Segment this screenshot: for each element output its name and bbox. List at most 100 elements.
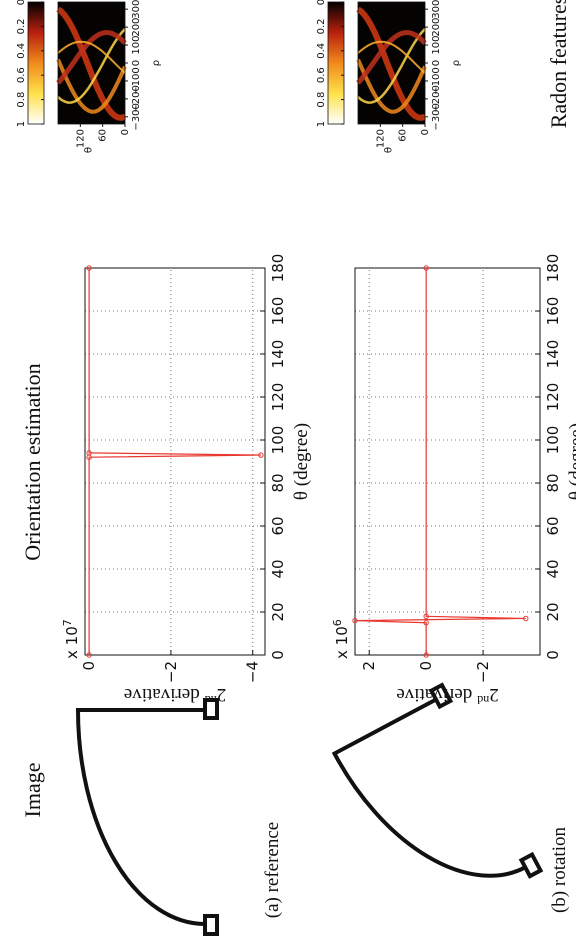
data-marker [423, 613, 429, 619]
heatmap-band [356, 30, 427, 85]
heatmap-band [57, 40, 126, 74]
x-tick-label: 140 [269, 340, 287, 369]
x-tick-label: 120 [544, 383, 562, 412]
shape-rotation [331, 682, 544, 879]
y-tick-label: 120 [75, 129, 86, 148]
y-tick-label: 0 [420, 129, 431, 135]
x-tick-label: 300 [131, 0, 142, 19]
x-tick-label: 100 [431, 36, 442, 55]
x-axis-label: θ (degree) [566, 423, 576, 500]
y-tick-label: −2 [162, 661, 180, 683]
data-marker [258, 452, 264, 458]
scale-base: x 10 [63, 626, 81, 659]
column-title: Image [20, 763, 45, 818]
y-axis-label: 2nd derivative [124, 684, 226, 707]
x-axis-label: ρ [151, 60, 162, 66]
column-title: Orientation estimation [20, 363, 45, 560]
y-label-part: derivative [124, 684, 200, 705]
colorbar-tick-label: 0.2 [316, 18, 327, 34]
y-label-part: 2 [217, 684, 227, 705]
data-line [354, 268, 526, 655]
x-tick-label: 0 [269, 650, 287, 660]
x-tick-label: 0 [131, 60, 142, 66]
shape-outline [75, 708, 206, 926]
x-tick-label: 0 [431, 60, 442, 66]
data-line [88, 268, 261, 655]
plot-frame [84, 267, 266, 656]
figure-body: Image Orientation estimation Radon featu… [16, 0, 576, 936]
x-tick-label: 20 [544, 602, 562, 621]
x-tick-label: 60 [544, 516, 562, 535]
y-tick-label: 60 [98, 129, 109, 142]
colorbar-tick-label: 1 [16, 121, 27, 127]
colorbar [327, 1, 345, 125]
x-tick-label: 200 [131, 18, 142, 37]
x-tick-label: −100 [431, 67, 442, 94]
y-tick-label: −4 [244, 661, 262, 683]
colorbar-tick-label: 0.2 [16, 18, 27, 34]
y-axis-label: θ [84, 147, 95, 153]
shape-end [203, 698, 219, 720]
x-tick-label: 80 [269, 473, 287, 492]
heatmap-band [357, 40, 426, 74]
x-tick-label: 80 [544, 473, 562, 492]
data-marker [352, 617, 358, 624]
y-tick-label: 0 [417, 661, 435, 671]
heatmap-band [56, 58, 127, 114]
data-marker [423, 620, 429, 626]
data-marker [86, 652, 92, 658]
x-tick-label: −100 [131, 67, 142, 94]
y-label-sup: nd [205, 693, 217, 707]
heatmap-band [56, 6, 126, 121]
x-tick-label: 100 [544, 426, 562, 455]
y-label-sup: nd [477, 693, 489, 707]
data-marker [86, 265, 92, 271]
y-tick-label: 60 [398, 129, 409, 142]
scale-label: x 107 [61, 619, 82, 659]
scale-base: x 10 [333, 626, 351, 659]
x-axis-label: θ (degree) [291, 423, 312, 500]
x-tick-label: 20 [269, 602, 287, 621]
x-tick-label: 120 [269, 383, 287, 412]
shape-outline [331, 697, 527, 878]
x-tick-label: 140 [544, 340, 562, 369]
column-title: Radon features [546, 0, 571, 128]
colorbar [27, 1, 45, 125]
x-tick-label: 160 [544, 297, 562, 326]
y-tick-label: −2 [474, 661, 492, 683]
colorbar-tick-label: 0 [16, 0, 27, 5]
scale-label: x 106 [331, 619, 352, 659]
x-axis-label: ρ [451, 60, 462, 66]
x-tick-label: 180 [269, 254, 287, 283]
x-tick-label: 60 [269, 516, 287, 535]
colorbar-tick-label: 0 [316, 0, 327, 5]
y-label-part: 2 [489, 684, 499, 705]
image-label: (b) rotation [549, 827, 570, 914]
y-label-part: derivative [396, 684, 472, 705]
image-label: (a) reference [262, 822, 283, 918]
shape-end [428, 682, 454, 710]
y-axis-label: θ [384, 147, 395, 153]
data-marker [523, 615, 529, 622]
y-axis-label: 2nd derivative [396, 684, 498, 707]
y-tick-label: 0 [80, 661, 98, 671]
colorbar-tick-label: 0.6 [316, 67, 327, 83]
x-tick-label: −300 [431, 103, 442, 130]
x-tick-label: 200 [431, 18, 442, 37]
shape-end [518, 851, 544, 879]
x-tick-label: −200 [431, 85, 442, 112]
x-tick-label: 100 [131, 36, 142, 55]
shape-reference [75, 698, 219, 936]
heatmap-band [57, 28, 126, 104]
colorbar-tick-label: 0.8 [16, 92, 27, 108]
scale-exp: 6 [331, 619, 344, 626]
heatmap-band [56, 30, 127, 85]
x-tick-label: 100 [269, 426, 287, 455]
data-marker [423, 265, 429, 271]
y-tick-label: 120 [375, 129, 386, 148]
colorbar-tick-label: 0.4 [316, 43, 327, 59]
colorbar-tick-label: 0.4 [16, 43, 27, 59]
x-tick-label: 300 [431, 0, 442, 19]
x-tick-label: 160 [269, 297, 287, 326]
